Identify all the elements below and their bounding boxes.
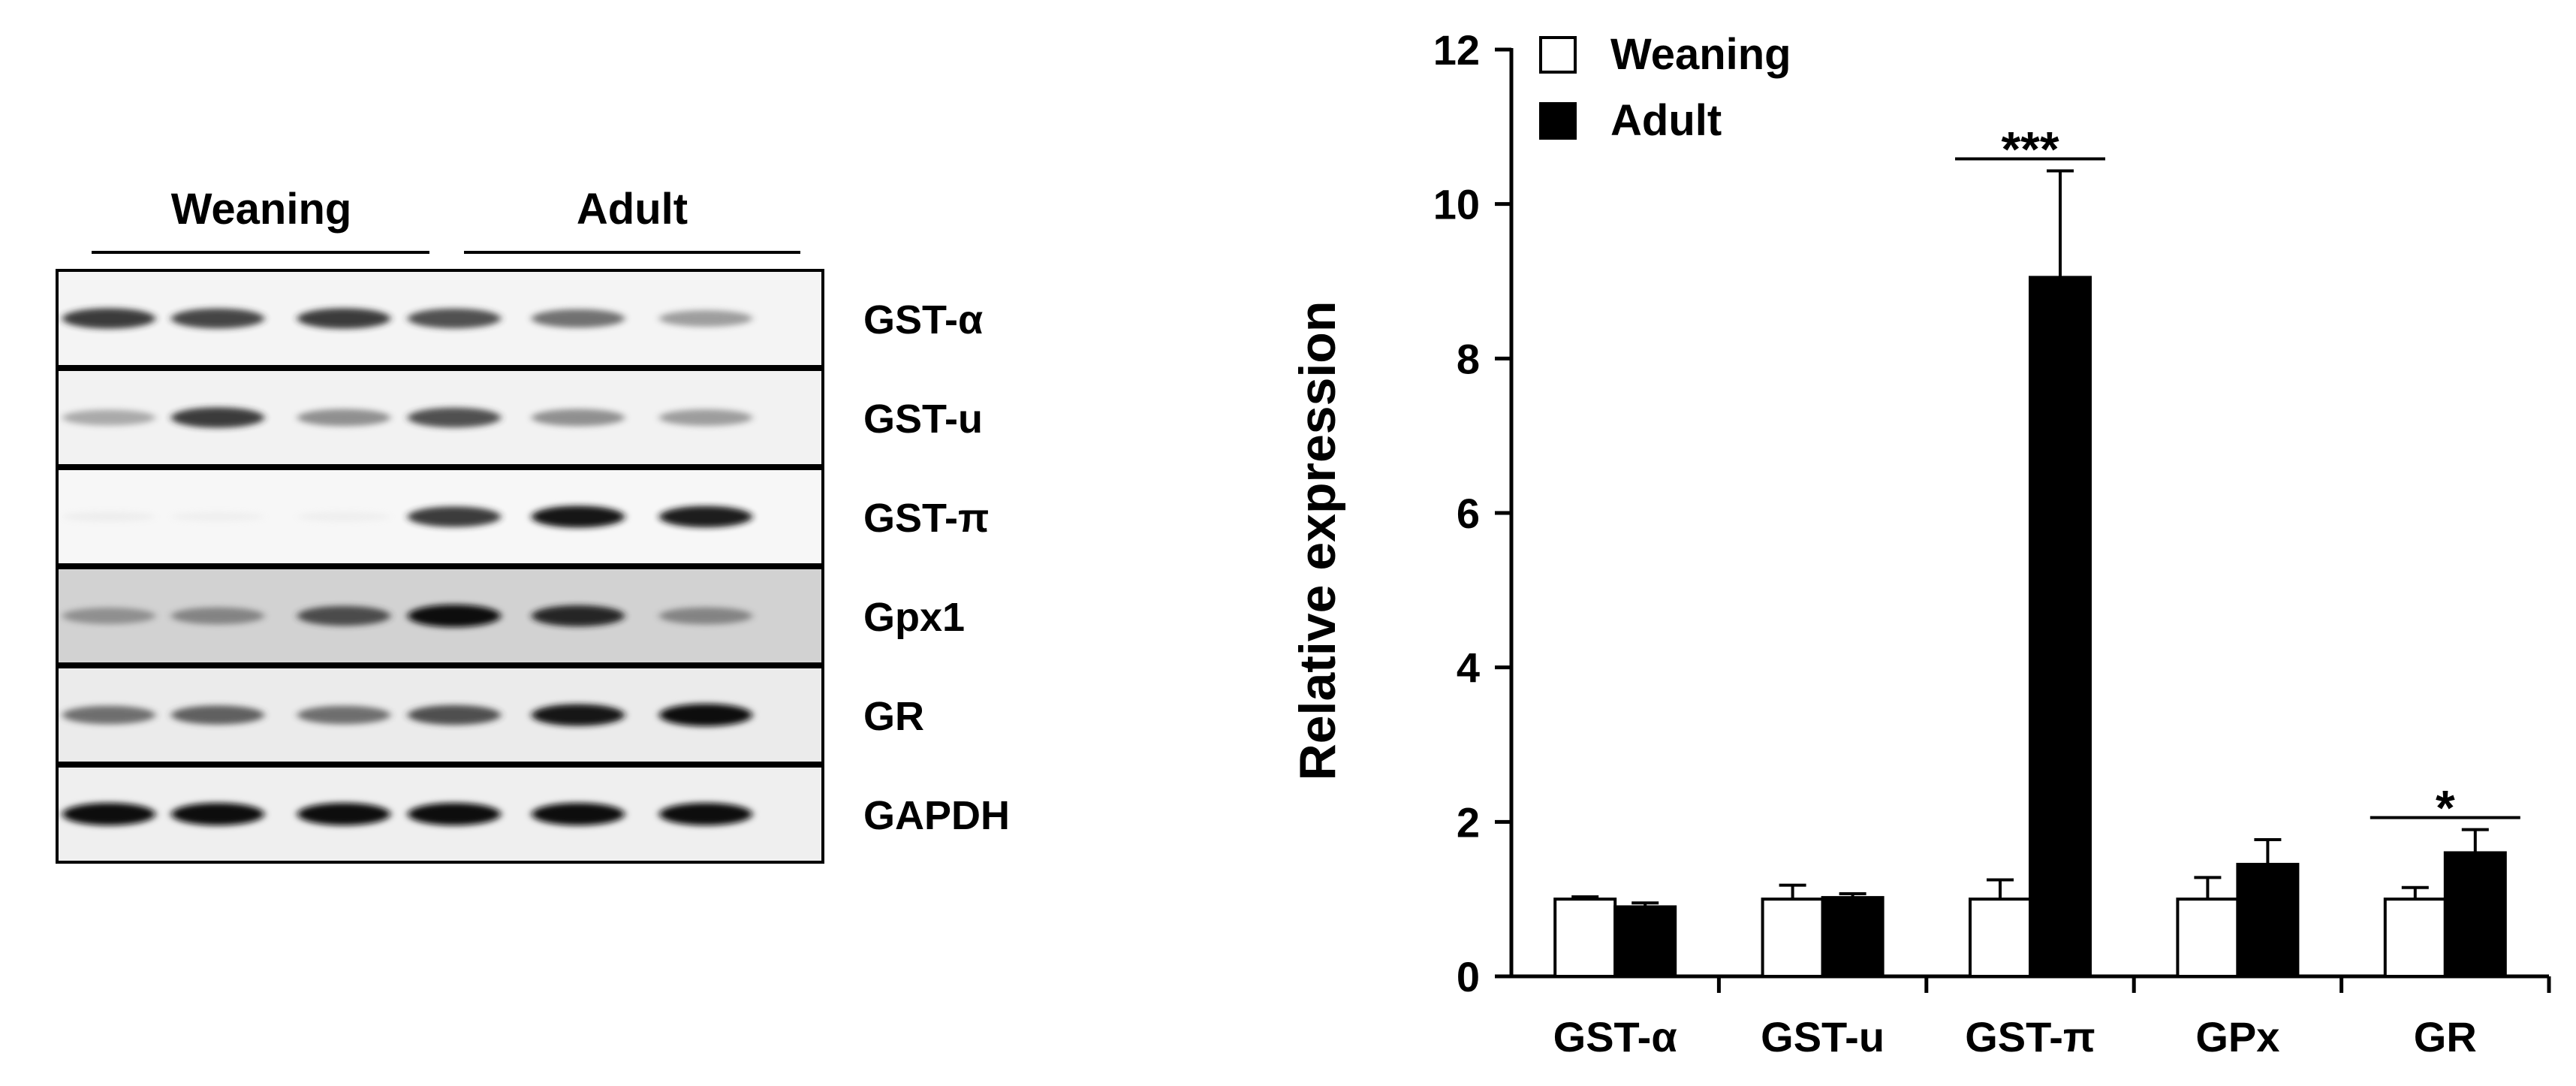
- blot-row-gst-alpha: GST-α: [56, 269, 983, 368]
- blot-label-gr: GR: [863, 694, 924, 739]
- band-lane-3: [297, 511, 390, 522]
- band-lane-2: [171, 308, 264, 329]
- bar-adult-gst-u: [1821, 896, 1885, 978]
- blot-group-label-adult: Adult: [577, 185, 688, 234]
- y-tick-label: 0: [1457, 953, 1480, 1000]
- band-lane-1: [62, 409, 155, 426]
- band-lane-2: [171, 511, 264, 522]
- band-lane-6: [659, 310, 752, 327]
- blot-label-gst-alpha: GST-α: [863, 297, 983, 342]
- band-lane-4: [408, 704, 501, 726]
- band-lane-2: [171, 803, 264, 825]
- blot-label-gapdh: GAPDH: [863, 793, 1010, 838]
- bar-series: [1553, 169, 2507, 979]
- band-lane-5: [532, 803, 625, 825]
- x-tick-label-gpx: GPx: [2195, 1013, 2279, 1060]
- legend-label-weaning: Weaning: [1610, 30, 1791, 79]
- blot-row-gapdh: GAPDH: [56, 765, 1010, 864]
- western-blot-panel: Weaning Adult GST-α GST-u GST-π Gpx1 GR GAPDH: [56, 185, 1010, 864]
- band-lane-3: [297, 605, 390, 626]
- bar-weaning-gpx: [2176, 897, 2240, 978]
- legend-swatch-adult: [1539, 102, 1577, 140]
- band-lane-3: [297, 409, 390, 427]
- blot-label-gst-pi: GST-π: [863, 496, 989, 541]
- x-axis: GST-α GST-u GST-π GPx GR: [1511, 974, 2551, 1060]
- band-lane-4: [408, 506, 501, 527]
- legend: Weaning Adult: [1539, 30, 1791, 145]
- significance-markers: ****: [1955, 121, 2520, 836]
- x-tick-label-gst-alpha: GST-α: [1553, 1013, 1677, 1060]
- bar-adult-gr: [2443, 851, 2507, 979]
- blot-row-gpx1: Gpx1: [56, 566, 965, 665]
- band-lane-1: [62, 705, 155, 725]
- y-tick-label: 12: [1433, 26, 1480, 74]
- y-axis: 0 2 4 6 8 10 12: [1433, 26, 1514, 1000]
- x-tick-label-gst-pi: GST-π: [1965, 1013, 2095, 1060]
- band-lane-2: [171, 705, 264, 725]
- band-lane-3: [297, 308, 390, 329]
- band-lane-5: [532, 505, 625, 528]
- band-lane-6: [659, 409, 752, 426]
- blot-row-gst-pi: GST-π: [56, 467, 989, 566]
- band-lane-1: [62, 608, 155, 624]
- bar-adult-gst-alpha: [1613, 905, 1677, 978]
- significance-label-gr: *: [2436, 780, 2455, 836]
- band-lane-5: [532, 704, 625, 726]
- blot-label-gst-u: GST-u: [863, 397, 983, 442]
- band-lane-4: [408, 407, 501, 428]
- bar-weaning-gst-u: [1761, 897, 1824, 978]
- bar-weaning-gst-alpha: [1553, 897, 1617, 978]
- band-lane-4: [408, 308, 501, 329]
- band-lane-5: [532, 409, 625, 427]
- y-tick-label: 8: [1457, 335, 1480, 382]
- band-lane-5: [532, 605, 625, 627]
- significance-label-gst-pi: ***: [2001, 121, 2059, 176]
- band-lane-1: [62, 511, 155, 522]
- band-lane-6: [659, 607, 752, 625]
- legend-label-adult: Adult: [1610, 96, 1722, 145]
- blot-group-label-weaning: Weaning: [171, 185, 352, 234]
- band-lane-3: [297, 705, 390, 725]
- legend-swatch-weaning: [1539, 36, 1577, 74]
- band-lane-4: [408, 803, 501, 825]
- bar-adult-gst-pi: [2029, 276, 2092, 978]
- blot-row-gr: GR: [56, 665, 924, 765]
- y-tick-label: 6: [1457, 490, 1480, 537]
- y-tick-label: 2: [1457, 798, 1480, 846]
- x-tick-label-gst-u: GST-u: [1761, 1013, 1885, 1060]
- band-lane-1: [62, 803, 155, 825]
- band-lane-6: [659, 505, 752, 528]
- band-lane-4: [408, 605, 501, 627]
- band-lane-3: [297, 803, 390, 825]
- y-tick-label: 4: [1457, 644, 1480, 692]
- bar-chart: Relative expression 0 2 4 6 8 10 12 GST-α GST-u…: [1289, 26, 2551, 1060]
- band-lane-2: [171, 607, 264, 625]
- band-lane-2: [171, 407, 264, 428]
- blot-label-gpx1: Gpx1: [863, 595, 965, 640]
- band-lane-6: [659, 803, 752, 825]
- band-lane-6: [659, 704, 752, 726]
- bar-weaning-gr: [2383, 897, 2447, 978]
- band-lane-1: [62, 308, 155, 329]
- y-axis-label: Relative expression: [1289, 301, 1346, 781]
- bar-weaning-gst-pi: [1969, 897, 2032, 978]
- x-tick-label-gr: GR: [2414, 1013, 2477, 1060]
- blot-row-gst-u: GST-u: [56, 368, 983, 467]
- y-tick-label: 10: [1433, 181, 1480, 228]
- band-lane-5: [532, 309, 625, 328]
- bar-adult-gpx: [2236, 862, 2300, 979]
